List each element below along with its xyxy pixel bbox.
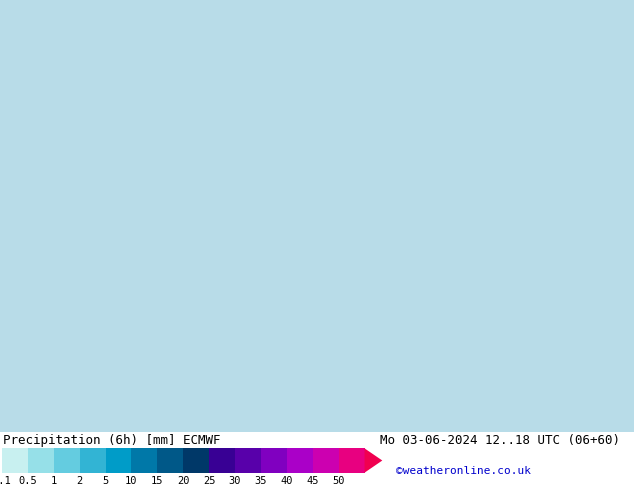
Bar [287, 448, 313, 473]
Text: 40: 40 [281, 475, 293, 486]
Text: 25: 25 [203, 475, 216, 486]
Text: Precipitation (6h) [mm] ECMWF: Precipitation (6h) [mm] ECMWF [3, 434, 221, 447]
Bar [183, 448, 209, 473]
Text: 35: 35 [255, 475, 267, 486]
Text: 20: 20 [177, 475, 190, 486]
Bar [80, 448, 105, 473]
Bar [313, 448, 339, 473]
Bar [28, 448, 54, 473]
Text: Mo 03-06-2024 12..18 UTC (06+60): Mo 03-06-2024 12..18 UTC (06+60) [380, 434, 621, 447]
Bar [157, 448, 183, 473]
Text: 1: 1 [51, 475, 57, 486]
Bar [105, 448, 131, 473]
Bar [235, 448, 261, 473]
Text: 15: 15 [151, 475, 164, 486]
Bar [2, 448, 28, 473]
Bar [209, 448, 235, 473]
Bar [131, 448, 157, 473]
Polygon shape [365, 448, 382, 473]
Text: 5: 5 [102, 475, 108, 486]
Text: ©weatheronline.co.uk: ©weatheronline.co.uk [396, 466, 531, 476]
Text: 45: 45 [306, 475, 319, 486]
Text: 30: 30 [229, 475, 242, 486]
Text: 10: 10 [125, 475, 138, 486]
Bar [339, 448, 365, 473]
Text: 0.5: 0.5 [18, 475, 37, 486]
Text: 0.1: 0.1 [0, 475, 11, 486]
Bar [54, 448, 80, 473]
Text: 2: 2 [77, 475, 83, 486]
Bar [261, 448, 287, 473]
Text: 50: 50 [332, 475, 345, 486]
